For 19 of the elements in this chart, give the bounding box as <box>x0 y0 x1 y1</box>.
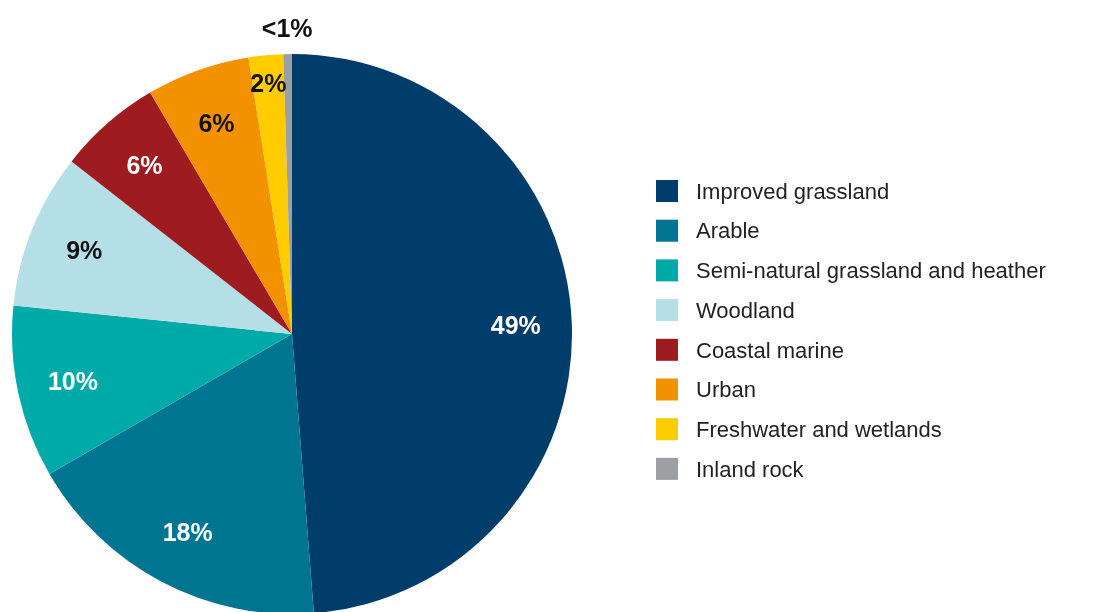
pie-slice <box>49 334 314 612</box>
legend-label: Woodland <box>696 297 795 323</box>
legend-label: Coastal marine <box>696 337 844 363</box>
pie-slice <box>12 305 292 474</box>
legend-label: Arable <box>696 218 760 244</box>
legend-label: Inland rock <box>696 456 805 482</box>
data-label: 18% <box>162 517 213 546</box>
data-label: 6% <box>198 108 235 137</box>
legend-label: Improved grassland <box>696 178 890 204</box>
pie-slice <box>292 54 572 612</box>
data-label: 49% <box>490 311 541 339</box>
legend-label: Urban <box>696 377 756 403</box>
pie-slice <box>248 54 292 334</box>
legend-label: Semi-natural grassland and heather <box>696 258 1046 284</box>
legend-label: Freshwater and wetlands <box>696 416 942 442</box>
data-label: 10% <box>47 366 98 395</box>
data-label: 6% <box>126 151 163 180</box>
data-label: 9% <box>66 236 103 265</box>
data-label: <1% <box>261 13 313 42</box>
